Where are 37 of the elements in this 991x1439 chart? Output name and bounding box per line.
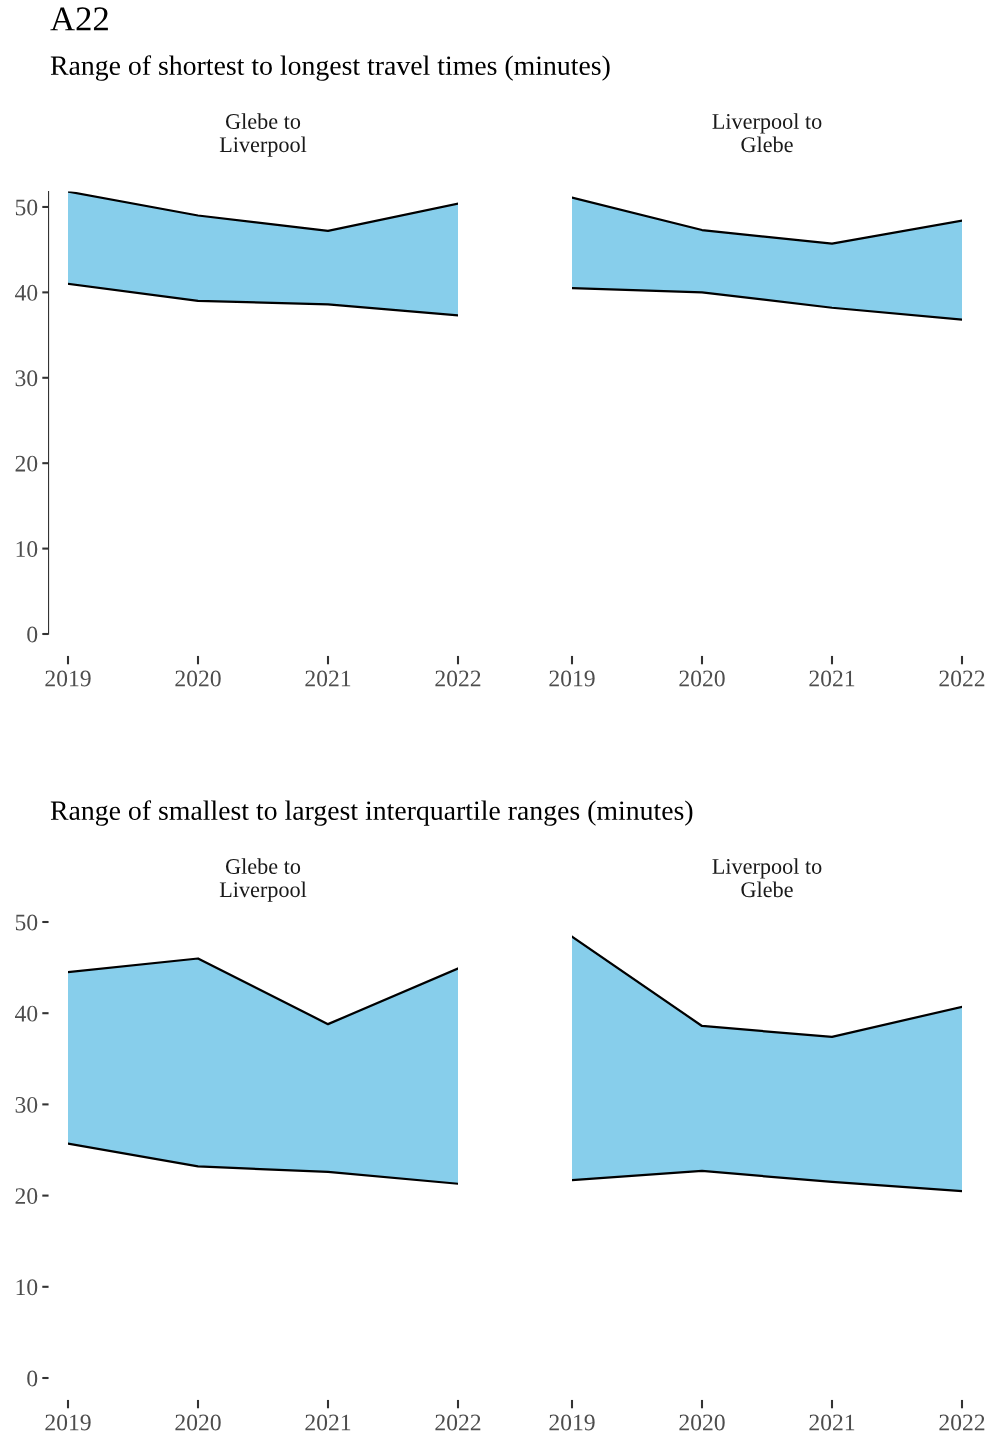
x-tick-label: 2020	[175, 670, 221, 687]
x-tick-label: 2021	[305, 1414, 351, 1431]
x-tick-label: 2021	[809, 1414, 855, 1431]
y-tick-label: 30	[15, 1096, 38, 1113]
y-tick-label: 40	[14, 284, 38, 301]
y-tick-label: 30	[15, 370, 38, 387]
text: Glebe to Liverpool	[219, 113, 307, 157]
y-tick-label: 50	[15, 199, 38, 216]
y-tick-label: 10	[16, 541, 38, 558]
x-tick-label: 2020	[175, 1414, 221, 1431]
text: Liverpool to Glebe	[712, 858, 822, 898]
text: Glebe to Liverpool	[219, 858, 307, 902]
line-series	[68, 1142, 458, 1185]
y-tick-label: 0	[27, 1370, 38, 1387]
line-series	[68, 282, 458, 317]
chart-subtitle: Range of shortest to longest travel times (minutes)	[50, 55, 610, 81]
y-tick-label: 20	[15, 1188, 38, 1205]
x-tick-label: 2019	[549, 1414, 595, 1431]
x-tick-label: 2022	[435, 1414, 481, 1431]
y-tick-label: 10	[16, 1279, 38, 1296]
x-tick-label: 2019	[45, 670, 91, 687]
x-tick-label: 2021	[809, 670, 855, 687]
x-tick-label: 2022	[435, 670, 481, 687]
x-tick-label: 2022	[939, 1414, 985, 1431]
y-tick-label: 0	[27, 626, 38, 643]
y-tick-label: 40	[14, 1005, 38, 1022]
x-tick-label: 2021	[305, 670, 351, 687]
y-tick-label: 20	[15, 455, 38, 472]
x-tick-label: 2020	[679, 670, 725, 687]
x-tick-label: 2020	[679, 1414, 725, 1431]
chart-title: A22	[50, 7, 108, 31]
y-tick-label: 50	[15, 914, 38, 931]
text: Liverpool to Glebe	[712, 113, 822, 153]
x-tick-label: 2022	[939, 670, 985, 687]
chart-subtitle: Range of smallest to largest interquartile ranges (minutes)	[50, 800, 693, 826]
x-tick-label: 2019	[549, 670, 595, 687]
x-tick-label: 2019	[45, 1414, 91, 1431]
